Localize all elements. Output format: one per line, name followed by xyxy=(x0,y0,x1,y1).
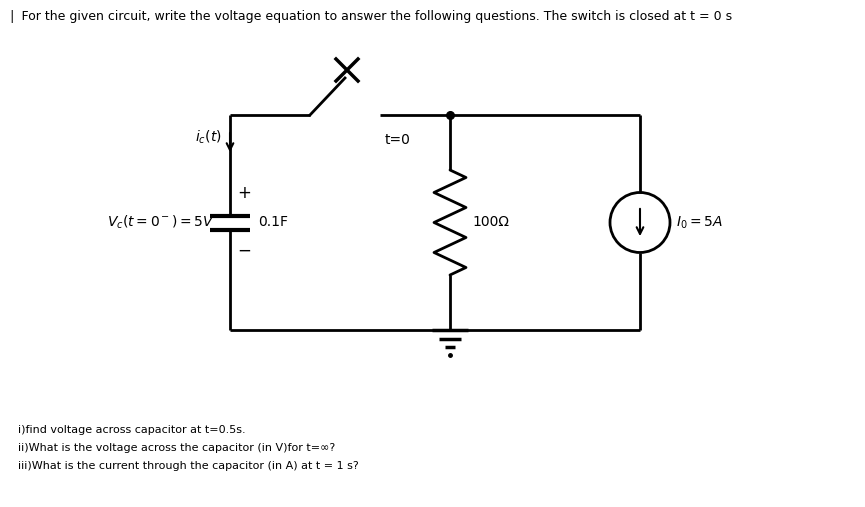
Text: $i_c(t)$: $i_c(t)$ xyxy=(195,128,222,146)
Text: ❘ For the given circuit, write the voltage equation to answer the following ques: ❘ For the given circuit, write the volta… xyxy=(7,10,732,23)
Text: iii)What is the current through the capacitor (in A) at t = 1 s?: iii)What is the current through the capa… xyxy=(18,461,359,471)
Text: $V_c(t=0^-)=5V$: $V_c(t=0^-)=5V$ xyxy=(107,214,215,231)
Text: 100Ω: 100Ω xyxy=(472,215,509,230)
Text: $-$: $-$ xyxy=(237,240,251,259)
Text: 0.1F: 0.1F xyxy=(258,215,288,230)
Text: +: + xyxy=(237,185,251,202)
Text: ii)What is the voltage across the capacitor (in V)for t=∞?: ii)What is the voltage across the capaci… xyxy=(18,443,336,453)
Text: i)find voltage across capacitor at t=0.5s.: i)find voltage across capacitor at t=0.5… xyxy=(18,425,246,435)
Text: t=0: t=0 xyxy=(385,133,411,147)
Text: $I_0=5A$: $I_0=5A$ xyxy=(676,214,723,231)
